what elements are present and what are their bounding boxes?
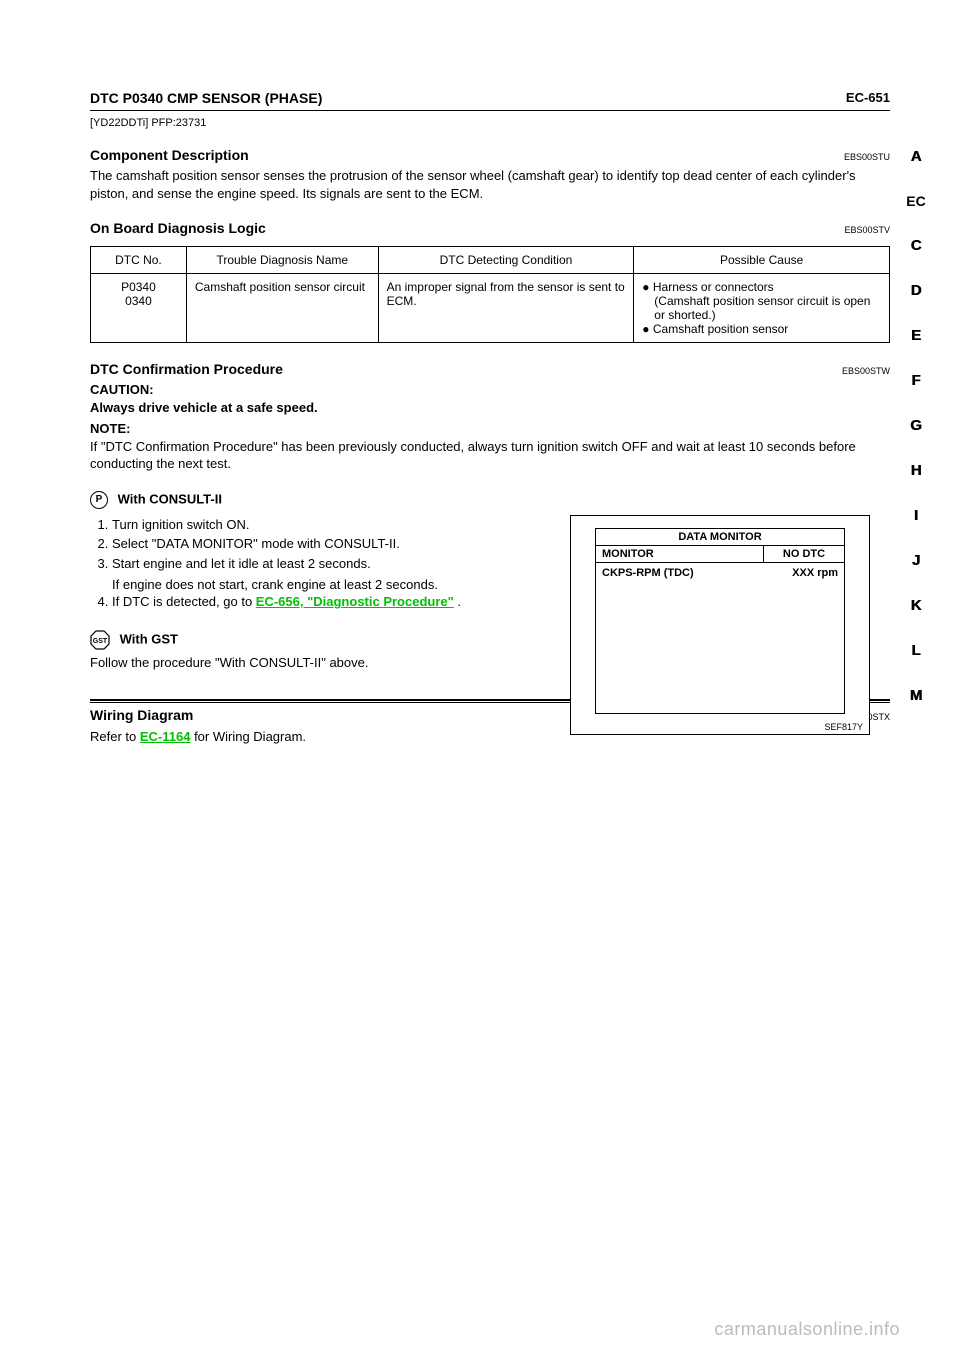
with-gst-label: With GST: [116, 631, 178, 646]
cause-item: (Camshaft position sensor circuit is ope…: [642, 294, 881, 322]
page-number: EC-651: [846, 90, 890, 105]
tab-A[interactable]: A: [911, 148, 922, 165]
svg-text:GST: GST: [93, 638, 108, 645]
dtc-logic-heading: On Board Diagnosis Logic EBS00STV: [90, 220, 890, 236]
refer-after: for Wiring Diagram.: [190, 729, 306, 744]
step-2: Select "DATA MONITOR" mode with CONSULT-…: [112, 534, 540, 554]
td-name: Camshaft position sensor circuit: [186, 274, 378, 343]
tab-K[interactable]: K: [911, 597, 922, 614]
data-monitor-panel: DATA MONITOR MONITOR NO DTC CKPS-RPM (TD…: [570, 515, 870, 735]
confirm-heading-text: DTC Confirmation Procedure: [90, 361, 283, 377]
th-name: Trouble Diagnosis Name: [186, 247, 378, 274]
table-row: P0340 0340 Camshaft position sensor circ…: [91, 274, 890, 343]
pfp-line: [YD22DDTi] PFP:23731: [90, 117, 890, 129]
cause-text-1: (Camshaft position sensor circuit is ope…: [654, 294, 870, 322]
monitor-title: DATA MONITOR: [596, 529, 844, 545]
monitor-ref: SEF817Y: [571, 720, 869, 734]
component-heading-text: Component Description: [90, 147, 249, 163]
note-block: NOTE: If "DTC Confirmation Procedure" ha…: [90, 420, 890, 473]
tab-I[interactable]: I: [914, 507, 918, 524]
gst-icon: GST: [90, 630, 110, 650]
dtc-logic-code: EBS00STV: [844, 225, 890, 235]
check-text: If DTC is detected, go to: [112, 594, 256, 609]
tab-J[interactable]: J: [912, 552, 920, 569]
tab-M[interactable]: M: [910, 687, 923, 704]
th-cond: DTC Detecting Condition: [378, 247, 634, 274]
with-consult-label: With CONSULT-II: [114, 491, 222, 506]
component-code: EBS00STU: [844, 152, 890, 162]
monitor-header-left: MONITOR: [596, 546, 764, 562]
th-dtc-no: DTC No.: [91, 247, 187, 274]
cause-text-0: Harness or connectors: [653, 280, 774, 294]
watermark: carmanualsonline.info: [714, 1319, 900, 1340]
confirm-code: EBS00STW: [842, 366, 890, 376]
component-description: The camshaft position sensor senses the …: [90, 167, 890, 202]
step-3: Start engine and let it idle at least 2 …: [112, 554, 540, 574]
with-consult-heading: P With CONSULT-II: [90, 491, 890, 509]
dtc-table: DTC No. Trouble Diagnosis Name DTC Detec…: [90, 246, 890, 343]
td-cause: ● Harness or connectors (Camshaft positi…: [634, 274, 890, 343]
step-4: If DTC is detected, go to EC-656, "Diagn…: [112, 592, 540, 612]
caution-label: CAUTION:: [90, 382, 154, 397]
component-heading: Component Description EBS00STU: [90, 147, 890, 163]
page-header: DTC P0340 CMP SENSOR (PHASE) EC-651: [90, 90, 890, 106]
cause-text-2: Camshaft position sensor: [653, 322, 788, 336]
with-steps: Turn ignition switch ON. Select "DATA MO…: [90, 515, 540, 612]
tab-H[interactable]: H: [911, 462, 922, 479]
caution-block: CAUTION: Always drive vehicle at a safe …: [90, 381, 890, 416]
monitor-header-right: NO DTC: [764, 546, 844, 562]
note-text: If "DTC Confirmation Procedure" has been…: [90, 439, 856, 472]
dtc-title: DTC P0340 CMP SENSOR (PHASE): [90, 90, 322, 106]
step-1: Turn ignition switch ON.: [112, 515, 540, 535]
tab-L[interactable]: L: [911, 642, 920, 659]
tab-C[interactable]: C: [911, 237, 922, 254]
cause-item: ● Camshaft position sensor: [642, 322, 881, 336]
check-dot: .: [454, 594, 461, 609]
dtc-logic-heading-text: On Board Diagnosis Logic: [90, 220, 266, 236]
diagnostic-link[interactable]: EC-656, "Diagnostic Procedure": [256, 594, 454, 609]
tab-EC[interactable]: EC: [906, 193, 925, 209]
refer-text: Refer to: [90, 729, 140, 744]
monitor-row-label: CKPS-RPM (TDC): [602, 567, 694, 709]
caution-text: Always drive vehicle at a safe speed.: [90, 400, 318, 415]
tab-E[interactable]: E: [911, 327, 921, 344]
tab-G[interactable]: G: [910, 417, 922, 434]
header-divider: [90, 110, 890, 111]
confirm-heading: DTC Confirmation Procedure EBS00STW: [90, 361, 890, 377]
tab-D[interactable]: D: [911, 282, 922, 299]
wiring-heading: Wiring Diagram: [90, 707, 193, 723]
wiring-link[interactable]: EC-1164: [140, 729, 191, 744]
td-cond: An improper signal from the sensor is se…: [378, 274, 634, 343]
consult-icon: P: [90, 491, 108, 509]
th-cause: Possible Cause: [634, 247, 890, 274]
side-tab-strip: A EC C D E F G H I J K L M: [902, 148, 930, 704]
nostart-text: If engine does not start, crank engine a…: [90, 577, 540, 592]
note-label: NOTE:: [90, 421, 130, 436]
cause-item: ● Harness or connectors: [642, 280, 881, 294]
tab-F[interactable]: F: [911, 372, 920, 389]
monitor-row-value: XXX rpm: [792, 567, 838, 709]
td-dtc-no: P0340 0340: [91, 274, 187, 343]
